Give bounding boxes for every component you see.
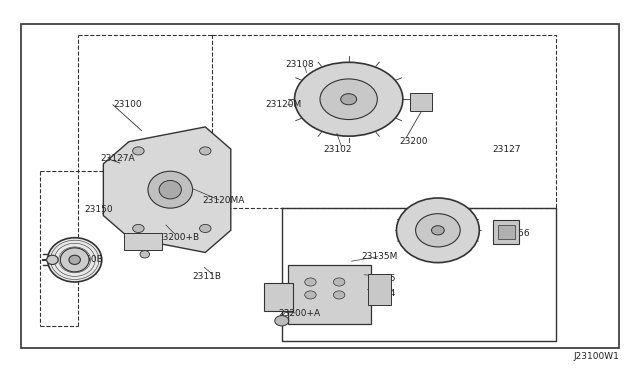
Ellipse shape — [47, 238, 102, 282]
Ellipse shape — [333, 291, 345, 299]
Ellipse shape — [69, 255, 81, 264]
Ellipse shape — [396, 198, 479, 263]
Text: 23200: 23200 — [399, 137, 428, 146]
Ellipse shape — [305, 278, 316, 286]
Text: 23127A: 23127A — [100, 154, 135, 163]
Ellipse shape — [340, 94, 356, 105]
Text: 23200+A: 23200+A — [278, 309, 321, 318]
Text: 23100: 23100 — [113, 100, 141, 109]
Ellipse shape — [132, 147, 144, 155]
Ellipse shape — [294, 62, 403, 136]
FancyBboxPatch shape — [499, 225, 515, 239]
Text: 23150: 23150 — [84, 205, 113, 215]
FancyBboxPatch shape — [264, 283, 293, 311]
Text: 2311B: 2311B — [193, 272, 221, 281]
Ellipse shape — [320, 79, 378, 119]
Text: 23150B: 23150B — [68, 255, 103, 264]
Text: 23127: 23127 — [492, 145, 520, 154]
Text: J23100W1: J23100W1 — [573, 352, 620, 361]
Ellipse shape — [159, 180, 181, 199]
FancyBboxPatch shape — [493, 220, 520, 244]
Ellipse shape — [415, 214, 460, 247]
Ellipse shape — [148, 171, 193, 208]
Text: 23156: 23156 — [502, 230, 530, 238]
Text: 23135M: 23135M — [362, 251, 398, 261]
Text: 23120M: 23120M — [266, 100, 302, 109]
Ellipse shape — [275, 315, 289, 326]
FancyBboxPatch shape — [368, 273, 391, 305]
Text: 23108: 23108 — [285, 60, 314, 69]
Text: 23215: 23215 — [368, 274, 396, 283]
Text: 23200+B: 23200+B — [157, 233, 200, 242]
Text: 23102: 23102 — [323, 145, 352, 154]
Polygon shape — [103, 127, 231, 253]
Ellipse shape — [431, 226, 444, 235]
FancyBboxPatch shape — [288, 265, 371, 324]
Ellipse shape — [60, 248, 89, 272]
Text: 23120MA: 23120MA — [202, 196, 244, 205]
FancyBboxPatch shape — [410, 93, 432, 112]
Ellipse shape — [305, 291, 316, 299]
Ellipse shape — [140, 251, 150, 258]
Ellipse shape — [132, 224, 144, 232]
Ellipse shape — [47, 255, 58, 264]
Text: 23124: 23124 — [368, 289, 396, 298]
Ellipse shape — [333, 278, 345, 286]
Ellipse shape — [200, 147, 211, 155]
Ellipse shape — [200, 224, 211, 232]
FancyBboxPatch shape — [124, 233, 162, 250]
